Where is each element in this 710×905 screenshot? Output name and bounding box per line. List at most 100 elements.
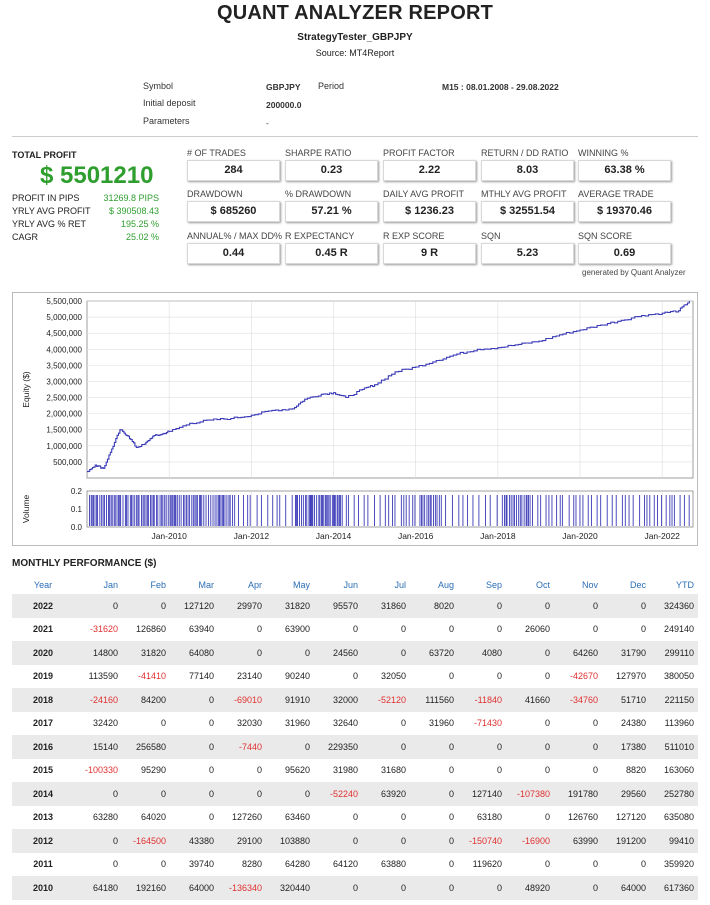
metric-value: $ 32551.54 bbox=[481, 201, 574, 222]
value-cell: 64260 bbox=[554, 641, 602, 665]
table-row: 2010 64180 192160 64000 -136340 320440 0 0 0 0 489… bbox=[12, 876, 698, 900]
x-tick-label: Jan-2016 bbox=[398, 531, 434, 541]
value-cell: 95290 bbox=[140, 765, 166, 776]
value-cell: 64000 bbox=[602, 876, 650, 900]
value-cell: 29970 bbox=[218, 594, 266, 618]
equity-chart-frame: 500,000 1,000,000 1,500,000 2,000,000 2,500,… bbox=[12, 292, 698, 546]
params-value: - bbox=[266, 118, 269, 128]
value-cell: 63940 bbox=[188, 624, 214, 635]
metric-value: $ 19370.46 bbox=[578, 201, 671, 222]
value-cell: 77140 bbox=[188, 671, 214, 682]
value-cell: 127970 bbox=[615, 671, 646, 682]
value-cell: 249140 bbox=[663, 624, 694, 635]
value-cell: 0 bbox=[256, 765, 262, 776]
y-tick-label: 500,000 bbox=[53, 458, 82, 467]
year-cell: 2013 bbox=[32, 812, 54, 823]
value-cell: 0 bbox=[352, 624, 358, 635]
equity-plot-area bbox=[86, 300, 694, 479]
value-cell: 0 bbox=[170, 735, 218, 759]
column-header-jul: Jul bbox=[394, 580, 406, 590]
value-cell: 119620 bbox=[472, 859, 502, 870]
value-cell: 0 bbox=[544, 765, 550, 776]
metric-value: 9 R bbox=[383, 243, 476, 264]
value-cell: 95570 bbox=[314, 594, 362, 618]
year-cell: 2011 bbox=[33, 859, 53, 870]
value-cell: 0 bbox=[640, 859, 646, 870]
metric-label: % DRAWDOWN bbox=[285, 189, 352, 199]
table-row: 2021 -31620 126860 63940 0 63900 0 0 0 0 26060 0 0 24… bbox=[12, 618, 698, 642]
value-cell: 91910 bbox=[266, 688, 314, 712]
year-cell: 2019 bbox=[32, 671, 54, 682]
y-tick-label: 1,000,000 bbox=[46, 442, 82, 451]
metric-value: 63.38 % bbox=[578, 160, 671, 181]
x-tick-label: Jan-2020 bbox=[562, 531, 598, 541]
value-cell: 31820 bbox=[122, 641, 170, 665]
metric-label: MTHLY AVG PROFIT bbox=[481, 189, 567, 199]
value-cell: 32030 bbox=[236, 718, 262, 729]
value-cell: -136340 bbox=[218, 876, 266, 900]
metric-label: # OF TRADES bbox=[187, 148, 246, 158]
value-cell: 0 bbox=[544, 812, 550, 823]
value-cell: 41660 bbox=[506, 688, 554, 712]
stat-value: 25.02 % bbox=[125, 232, 159, 242]
value-cell: 32640 bbox=[332, 718, 358, 729]
value-cell: 0 bbox=[458, 876, 506, 900]
symbol-label: Symbol bbox=[143, 81, 174, 91]
value-cell: 511010 bbox=[650, 735, 698, 759]
value-cell: 359920 bbox=[663, 859, 694, 870]
divider bbox=[12, 136, 698, 137]
value-cell: 127140 bbox=[458, 782, 506, 806]
value-cell: 0 bbox=[448, 765, 454, 776]
value-cell: 163060 bbox=[663, 765, 694, 776]
metric-value: 5.23 bbox=[481, 243, 574, 264]
value-cell: 63180 bbox=[476, 812, 502, 823]
column-header-ytd: YTD bbox=[676, 580, 694, 590]
value-cell: 299110 bbox=[650, 641, 698, 665]
table-row: 2017 32420 0 0 32030 31960 32640 0 31960 -71430 0 0… bbox=[12, 712, 698, 736]
value-cell: 64120 bbox=[332, 859, 358, 870]
value-cell: 0 bbox=[506, 594, 554, 618]
period-label: Period bbox=[318, 81, 345, 91]
value-cell: 0 bbox=[208, 812, 214, 823]
x-tick-label: Jan-2022 bbox=[644, 531, 680, 541]
table-row: 2015 -100330 95290 0 0 95620 31980 31680 0 0 0 0 882… bbox=[12, 759, 698, 783]
table-row: 2022 0 0 127120 29970 31820 95570 31860 8020 0 0 0 0… bbox=[12, 594, 698, 618]
table-row: 2009128300-33882055860-8540-279860-45580… bbox=[12, 900, 698, 905]
table-row: 2014 0 0 0 0 0 -52240 63920 0 127140 -107380 191780… bbox=[12, 782, 698, 806]
value-cell: 0 bbox=[554, 594, 602, 618]
x-tick-label: Jan-2018 bbox=[480, 531, 516, 541]
value-cell: 29100 bbox=[218, 829, 266, 853]
value-cell: -34760 bbox=[554, 688, 602, 712]
value-cell: 324360 bbox=[650, 594, 698, 618]
value-cell: 63280 bbox=[92, 812, 118, 823]
value-cell: 8020 bbox=[410, 594, 458, 618]
value-cell: 229350 bbox=[314, 735, 362, 759]
metric-label: PROFIT FACTOR bbox=[383, 148, 455, 158]
value-cell: 95620 bbox=[284, 765, 310, 776]
value-cell: 0 bbox=[74, 594, 122, 618]
stat-label: PROFIT IN PIPS bbox=[12, 193, 80, 203]
y-tick-label: 4,000,000 bbox=[46, 345, 82, 354]
metric-value: 0.69 bbox=[578, 243, 671, 264]
column-header-dec: Dec bbox=[629, 580, 646, 590]
value-cell: 63720 bbox=[410, 641, 458, 665]
metric-value: 0.23 bbox=[285, 160, 378, 181]
value-cell: 24380 bbox=[620, 718, 646, 729]
value-cell: 63880 bbox=[380, 859, 406, 870]
volume-tick-label: 0.1 bbox=[71, 505, 83, 514]
deposit-label: Initial deposit bbox=[143, 98, 196, 108]
report-subtitle: StrategyTester_GBPJPY bbox=[297, 32, 413, 43]
metric-label: DRAWDOWN bbox=[187, 189, 243, 199]
value-cell: 31860 bbox=[362, 594, 410, 618]
value-cell: 0 bbox=[266, 641, 314, 665]
metric-label: RETURN / DD RATIO bbox=[481, 148, 569, 158]
value-cell: 0 bbox=[640, 624, 646, 635]
metric-label: SQN SCORE bbox=[578, 231, 633, 241]
value-cell: 51710 bbox=[602, 688, 650, 712]
value-cell: -31620 bbox=[89, 624, 118, 635]
column-header-sep: Sep bbox=[485, 580, 502, 590]
value-cell: 0 bbox=[506, 735, 554, 759]
value-cell: 31980 bbox=[332, 765, 358, 776]
value-cell: 192160 bbox=[122, 876, 170, 900]
